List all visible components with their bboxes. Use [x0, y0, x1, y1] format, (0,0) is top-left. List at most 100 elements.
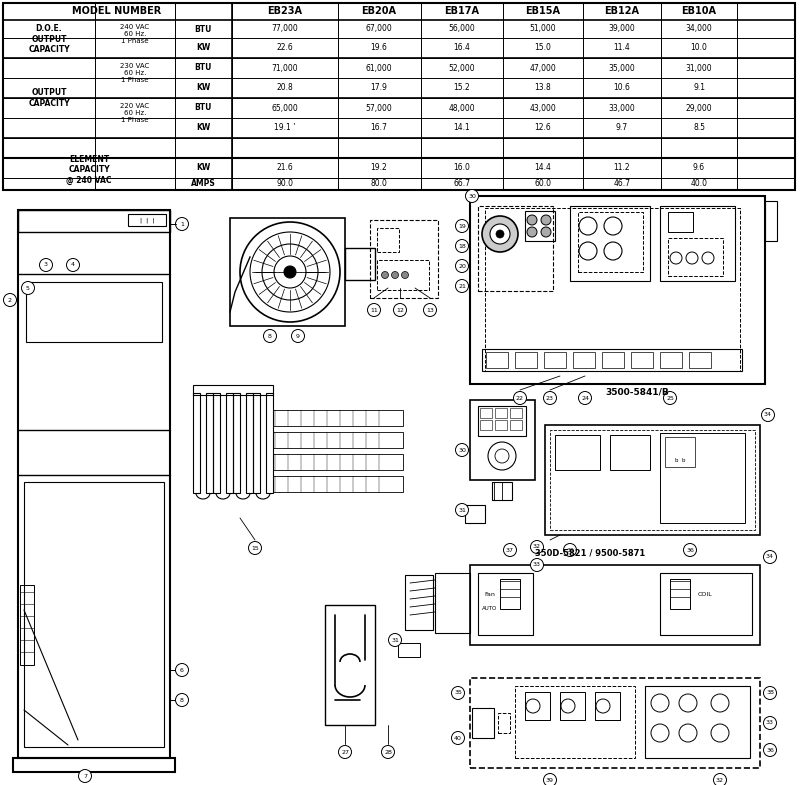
Text: 40: 40	[454, 736, 462, 740]
Circle shape	[543, 773, 557, 785]
Text: EB17A: EB17A	[445, 6, 479, 16]
Text: |  |  |: | | |	[140, 217, 154, 223]
Bar	[495, 420, 507, 430]
Bar	[24, 482, 164, 747]
Circle shape	[455, 279, 469, 293]
Bar	[26, 282, 162, 342]
Text: D.O.E.
OUTPUT
CAPACITY: D.O.E. OUTPUT CAPACITY	[28, 24, 70, 54]
Bar	[482, 349, 742, 371]
Text: 2: 2	[8, 298, 12, 302]
Text: 40.0: 40.0	[690, 180, 707, 188]
Text: 21.6: 21.6	[277, 163, 294, 173]
Bar	[266, 393, 273, 493]
Text: 28: 28	[384, 750, 392, 754]
Circle shape	[391, 272, 398, 279]
Circle shape	[527, 215, 537, 225]
Text: 19.2: 19.2	[370, 163, 387, 173]
Circle shape	[22, 282, 34, 294]
Bar	[570, 206, 650, 281]
Text: 15.2: 15.2	[454, 83, 470, 93]
Bar	[472, 708, 494, 738]
Bar	[13, 758, 175, 772]
Bar	[193, 385, 273, 395]
Bar	[345, 248, 375, 280]
Text: 65,000: 65,000	[272, 104, 298, 112]
Circle shape	[455, 444, 469, 457]
Circle shape	[763, 743, 777, 757]
Text: 71,000: 71,000	[272, 64, 298, 72]
Bar	[273, 454, 403, 470]
Circle shape	[291, 330, 305, 342]
Text: 31,000: 31,000	[686, 64, 712, 72]
Text: 35: 35	[454, 691, 462, 696]
Circle shape	[455, 239, 469, 253]
Bar	[660, 206, 735, 281]
Bar	[18, 210, 170, 232]
Text: 39,000: 39,000	[609, 24, 635, 34]
Bar	[668, 238, 723, 276]
Bar	[325, 605, 375, 725]
Text: 57,000: 57,000	[366, 104, 392, 112]
Circle shape	[402, 272, 409, 279]
Text: 36: 36	[566, 547, 574, 553]
Bar	[689, 352, 711, 368]
Circle shape	[763, 687, 777, 699]
Bar	[377, 228, 399, 252]
Text: 17.9: 17.9	[370, 83, 387, 93]
Text: 31: 31	[458, 507, 466, 513]
Text: 14.1: 14.1	[454, 123, 470, 133]
Circle shape	[249, 542, 262, 554]
Bar	[213, 393, 220, 493]
Bar	[20, 585, 34, 665]
Circle shape	[423, 304, 437, 316]
Text: 22: 22	[516, 396, 524, 400]
Text: 20.8: 20.8	[277, 83, 294, 93]
Circle shape	[389, 633, 402, 647]
Text: 77,000: 77,000	[272, 24, 298, 34]
Text: 16.7: 16.7	[370, 123, 387, 133]
Circle shape	[762, 408, 774, 422]
Text: KW: KW	[196, 43, 210, 53]
Bar	[495, 408, 507, 418]
Circle shape	[382, 746, 394, 758]
Text: 3500-5841/B: 3500-5841/B	[605, 388, 669, 396]
Circle shape	[175, 693, 189, 706]
Bar	[525, 692, 550, 720]
Circle shape	[503, 543, 517, 557]
Text: 12: 12	[396, 308, 404, 312]
Bar	[492, 482, 512, 500]
Text: 14.4: 14.4	[534, 163, 551, 173]
Circle shape	[3, 294, 17, 306]
Text: BTU: BTU	[194, 64, 212, 72]
Text: 27: 27	[341, 750, 349, 754]
Bar	[3, 3, 795, 190]
Circle shape	[543, 392, 557, 404]
Text: 9.1: 9.1	[693, 83, 705, 93]
Bar	[525, 211, 555, 241]
Text: 61,000: 61,000	[366, 64, 392, 72]
Text: AMPS: AMPS	[190, 180, 215, 188]
Text: 35,000: 35,000	[609, 64, 635, 72]
Text: EB10A: EB10A	[682, 6, 717, 16]
Text: 56,000: 56,000	[449, 24, 475, 34]
Bar	[515, 686, 635, 758]
Text: 6: 6	[180, 667, 184, 673]
Bar	[465, 505, 485, 523]
Bar	[765, 201, 777, 241]
Text: 29,000: 29,000	[686, 104, 712, 112]
Text: 24: 24	[581, 396, 589, 400]
Circle shape	[382, 272, 389, 279]
Circle shape	[496, 230, 504, 238]
Text: EB15A: EB15A	[526, 6, 561, 16]
Circle shape	[527, 227, 537, 237]
Bar	[478, 406, 526, 436]
Text: 32: 32	[533, 545, 541, 550]
Text: 11.4: 11.4	[614, 43, 630, 53]
Bar	[602, 352, 624, 368]
Text: 33: 33	[533, 563, 541, 568]
Bar	[560, 692, 585, 720]
Text: 36: 36	[766, 747, 774, 753]
Bar	[18, 210, 170, 758]
Bar	[480, 420, 492, 430]
Bar	[470, 196, 765, 384]
